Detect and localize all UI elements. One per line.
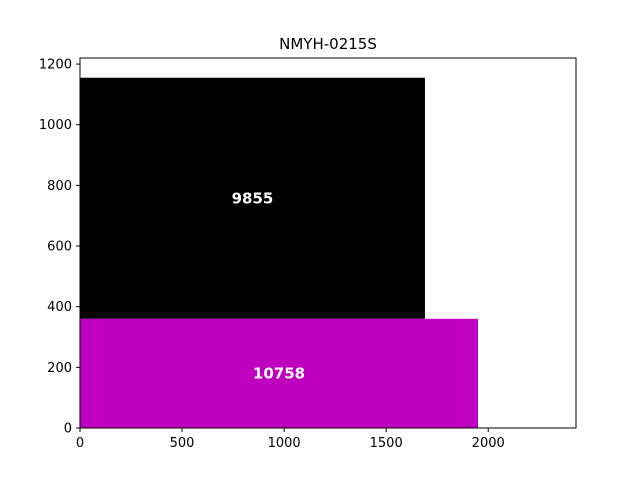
chart-title: NMYH-0215S <box>279 35 377 53</box>
x-tick-label: 1500 <box>370 436 403 451</box>
x-axis: 0 500 1000 1500 2000 <box>76 428 505 451</box>
y-tick-label: 0 <box>64 422 72 437</box>
y-tick-label: 400 <box>47 300 72 315</box>
plot-area: 9855 10758 <box>80 77 479 428</box>
bar-label-10758: 10758 <box>253 364 305 382</box>
y-tick-label: 1200 <box>39 58 72 73</box>
bar-rect-10758 <box>80 318 479 428</box>
x-tick-label: 2000 <box>472 436 505 451</box>
y-tick-label: 800 <box>47 179 72 194</box>
y-axis: 0 200 400 600 800 1000 1200 <box>39 58 80 437</box>
x-tick-label: 1000 <box>268 436 301 451</box>
bar-rect-9855 <box>80 77 425 319</box>
bar-label-9855: 9855 <box>232 189 274 207</box>
y-tick-label: 200 <box>47 361 72 376</box>
plot-frame <box>79 57 577 429</box>
y-tick-label: 1000 <box>39 118 72 133</box>
x-tick-label: 500 <box>170 436 195 451</box>
y-tick-label: 600 <box>47 240 72 255</box>
x-tick-label: 0 <box>76 436 84 451</box>
